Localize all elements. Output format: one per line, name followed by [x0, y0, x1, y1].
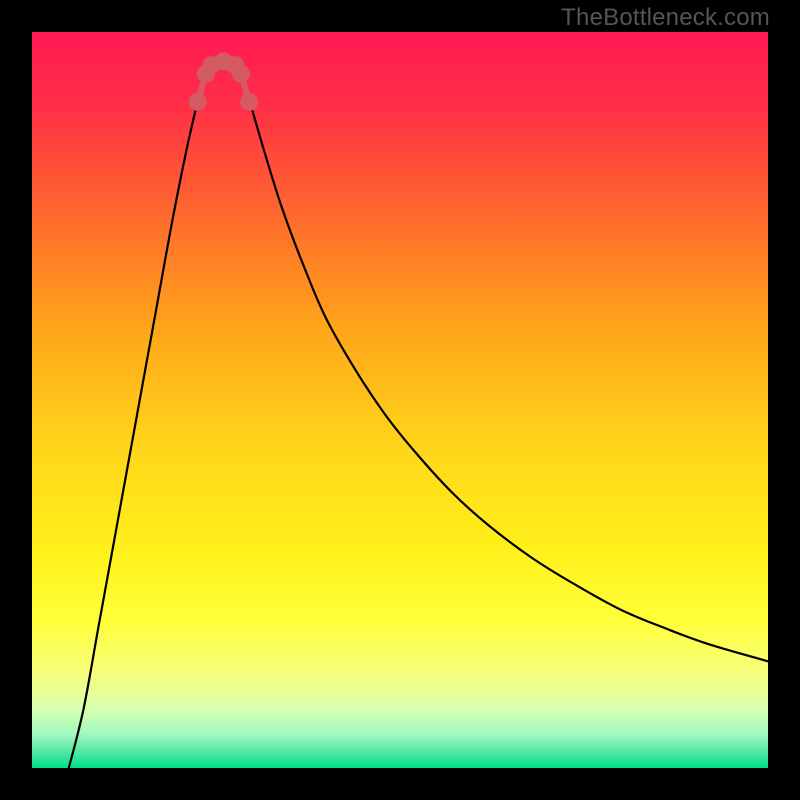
- marker-point: [240, 93, 258, 111]
- chart-svg: [32, 32, 768, 768]
- outer-frame: TheBottleneck.com: [0, 0, 800, 800]
- marker-point: [232, 65, 250, 83]
- marker-group: [189, 52, 259, 110]
- marker-point: [189, 93, 207, 111]
- watermark-text: TheBottleneck.com: [561, 4, 770, 32]
- plot-area: [32, 32, 768, 768]
- bottleneck-curve: [69, 61, 768, 768]
